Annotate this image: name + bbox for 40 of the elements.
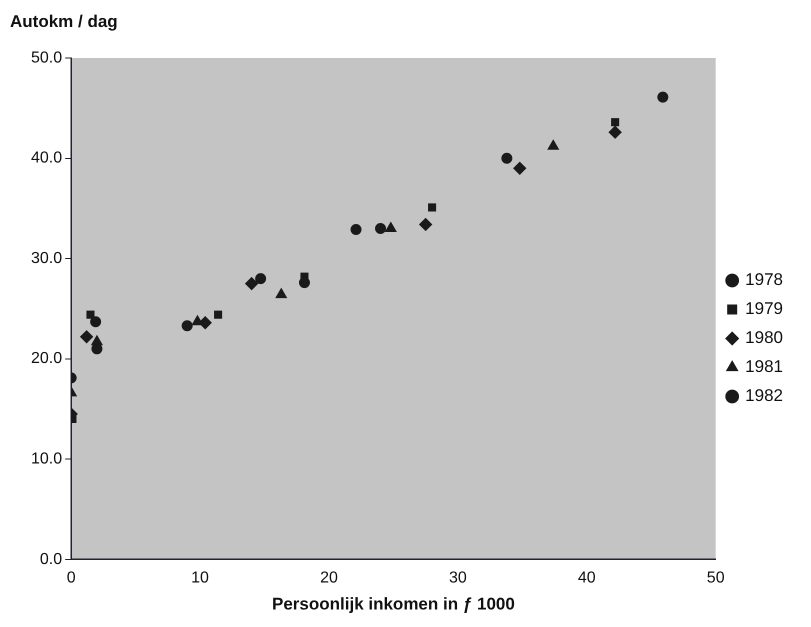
legend-label: 1981 xyxy=(745,357,784,376)
x-tick-label: 0 xyxy=(66,569,76,586)
point xyxy=(255,273,266,284)
x-tick-label: 30 xyxy=(448,569,467,586)
point xyxy=(245,277,258,290)
point xyxy=(428,203,436,212)
x-tick-label: 50 xyxy=(706,569,725,586)
point xyxy=(657,92,668,103)
point xyxy=(276,288,287,298)
point xyxy=(375,222,386,234)
point xyxy=(611,118,620,126)
y-tick-label: 0.0 xyxy=(40,550,62,568)
y-tick-label: 20.0 xyxy=(31,350,62,368)
point xyxy=(385,222,397,232)
legend-label: 1979 xyxy=(745,299,784,318)
y-tick-label: 50.0 xyxy=(31,49,62,66)
y-tick-label: 30.0 xyxy=(31,250,62,267)
x-tick-label: 40 xyxy=(578,569,596,586)
point xyxy=(548,140,559,150)
point xyxy=(350,224,362,235)
point xyxy=(214,310,222,319)
point xyxy=(419,218,432,231)
point xyxy=(80,330,94,344)
point xyxy=(513,162,526,175)
point xyxy=(91,335,103,346)
point xyxy=(501,152,512,164)
point xyxy=(608,126,622,139)
x-tick-label: 20 xyxy=(320,569,338,586)
point xyxy=(86,310,95,319)
point xyxy=(182,320,193,332)
legend-label: 1980 xyxy=(745,328,784,348)
x-tick-label: 10 xyxy=(191,569,210,586)
point xyxy=(198,316,212,330)
legend-label: 1982 xyxy=(745,386,784,406)
point xyxy=(90,316,102,328)
legend-label: 1978 xyxy=(745,270,784,290)
y-tick-label: 10.0 xyxy=(31,450,62,468)
x-axis-title: Persoonlijk inkomen in ƒ 1000 xyxy=(272,594,515,614)
y-axis-title: Autokm / dag xyxy=(10,12,118,32)
y-tick-label: 40.0 xyxy=(31,150,62,167)
